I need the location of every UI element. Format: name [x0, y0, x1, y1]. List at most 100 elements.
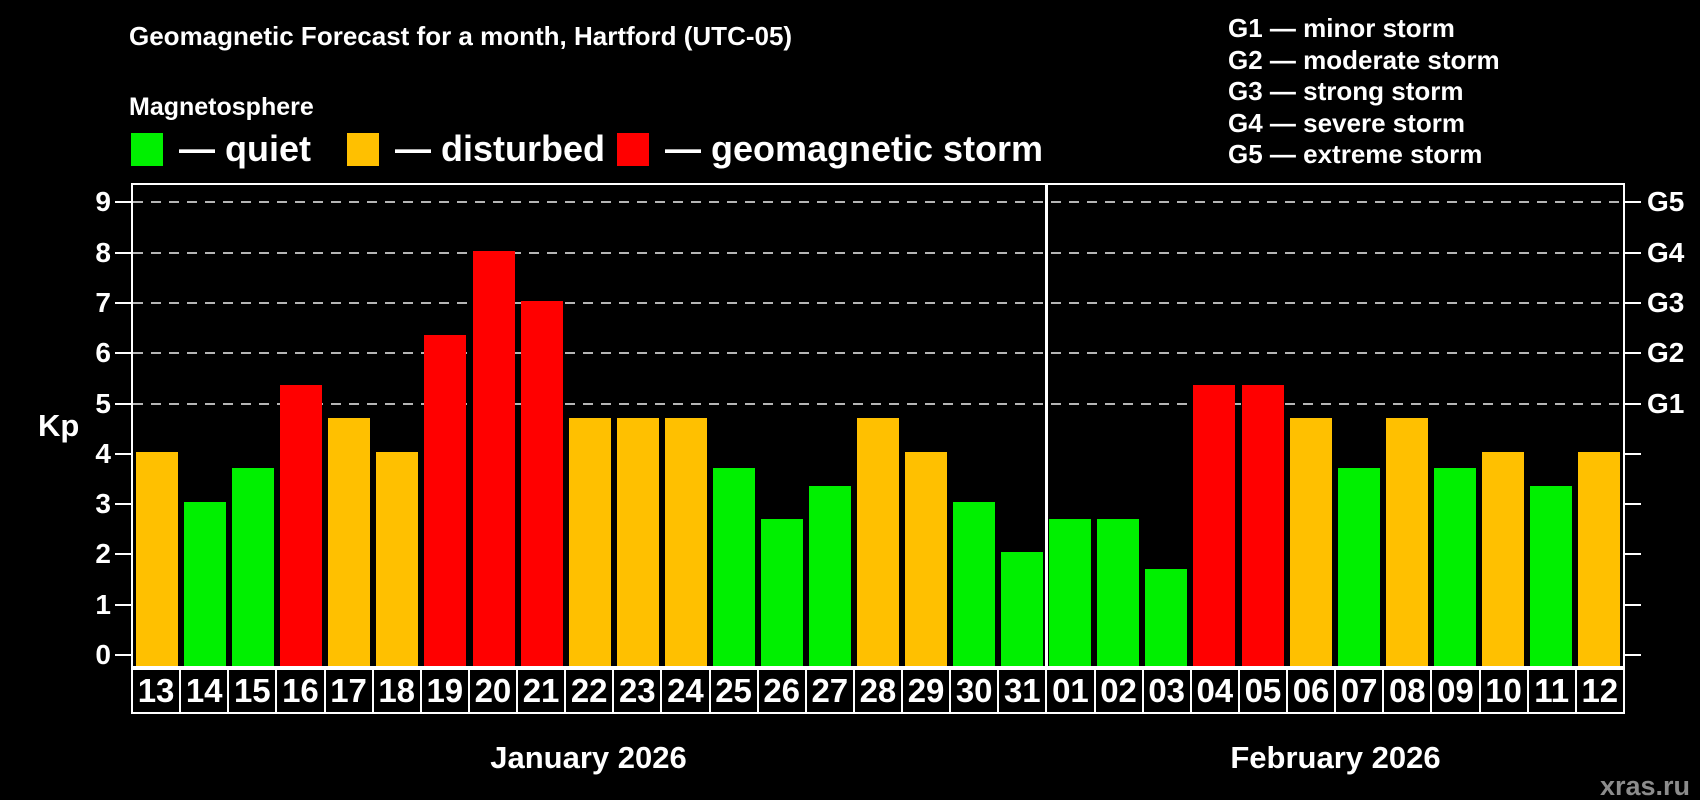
kp-axis-tick-left — [115, 603, 131, 606]
kp-bar-day-02 — [1097, 518, 1140, 666]
day-label-29: 29 — [901, 668, 952, 714]
kp-axis-tick-left — [115, 503, 131, 506]
kp-axis-tick-left — [115, 301, 131, 304]
kp-axis-tick-right — [1625, 352, 1641, 355]
kp-bar-day-22 — [568, 418, 611, 666]
day-label-02: 02 — [1093, 668, 1144, 714]
kp-gridline-8 — [133, 251, 1623, 254]
day-label-03: 03 — [1141, 668, 1192, 714]
day-label-13: 13 — [131, 668, 182, 714]
day-label-23: 23 — [612, 668, 663, 714]
quiet-color-swatch — [131, 132, 163, 166]
day-label-21: 21 — [516, 668, 567, 714]
kp-axis-tick-right — [1625, 452, 1641, 455]
g-axis-label-g5: G5 — [1647, 186, 1685, 218]
storm-color-swatch — [617, 132, 649, 166]
kp-bar-day-27 — [808, 485, 851, 666]
legend-label-storm: — geomagnetic storm — [665, 128, 1044, 169]
day-label-09: 09 — [1430, 668, 1481, 714]
kp-gridline-7 — [133, 301, 1623, 304]
kp-axis-tick-right — [1625, 201, 1641, 204]
day-label-18: 18 — [371, 668, 422, 714]
day-label-07: 07 — [1334, 668, 1385, 714]
kp-axis-tick-left — [115, 352, 131, 355]
kp-axis-tick-right — [1625, 654, 1641, 656]
day-label-08: 08 — [1382, 668, 1433, 714]
day-label-10: 10 — [1478, 668, 1529, 714]
g2-legend-line: G2 — moderate storm — [1228, 44, 1500, 75]
kp-gridline-9 — [133, 201, 1623, 204]
kp-axis-value-3: 3 — [95, 488, 111, 520]
kp-axis-tick-left — [115, 452, 131, 455]
kp-axis-tick-right — [1625, 603, 1641, 606]
kp-axis-value-9: 9 — [95, 186, 111, 218]
day-label-24: 24 — [660, 668, 711, 714]
month-separator — [1044, 185, 1048, 666]
kp-bar-day-21 — [520, 300, 563, 666]
kp-bar-day-29 — [905, 451, 947, 666]
kp-axis-value-8: 8 — [95, 236, 111, 268]
kp-bar-day-14 — [184, 502, 227, 666]
kp-bar-day-19 — [424, 334, 467, 666]
kp-axis-tick-left — [115, 553, 131, 556]
kp-bar-day-15 — [232, 468, 275, 666]
kp-axis-tick-right — [1625, 301, 1641, 304]
kp-bar-day-28 — [857, 418, 899, 666]
kp-bar-day-25 — [712, 468, 755, 666]
day-label-06: 06 — [1286, 668, 1337, 714]
day-label-01: 01 — [1045, 668, 1096, 714]
day-label-17: 17 — [323, 668, 374, 714]
kp-gridline-5 — [133, 402, 1623, 405]
legend-item-storm: — geomagnetic storm — [617, 128, 1044, 169]
day-label-26: 26 — [756, 668, 807, 714]
g5-legend-line: G5 — extreme storm — [1228, 139, 1483, 169]
kp-bar-day-23 — [616, 418, 659, 666]
kp-bar-day-03 — [1145, 569, 1188, 666]
day-label-14: 14 — [179, 668, 230, 714]
day-label-04: 04 — [1189, 668, 1240, 714]
page-title: Geomagnetic Forecast for a month, Hartfo… — [129, 21, 793, 51]
kp-axis-value-2: 2 — [95, 538, 111, 570]
kp-axis-tick-right — [1625, 553, 1641, 556]
g-axis-label-g2: G2 — [1647, 337, 1685, 369]
kp-bar-day-07 — [1337, 468, 1380, 666]
kp-bar-day-26 — [760, 518, 803, 666]
kp-axis-value-5: 5 — [95, 387, 111, 419]
kp-axis-value-7: 7 — [95, 286, 111, 318]
kp-axis-tick-right — [1625, 503, 1641, 506]
g-axis-label-g1: G1 — [1647, 387, 1685, 419]
g-axis-label-g3: G3 — [1647, 286, 1685, 318]
legend-item-quiet: — quiet — [131, 128, 311, 169]
day-label-28: 28 — [852, 668, 903, 714]
kp-bar-day-31 — [1001, 552, 1044, 666]
kp-bar-day-06 — [1289, 418, 1332, 666]
kp-bar-day-11 — [1529, 485, 1572, 666]
disturbed-color-swatch — [347, 132, 379, 166]
day-label-12: 12 — [1574, 668, 1625, 714]
plot-area — [131, 183, 1625, 668]
kp-axis-value-6: 6 — [95, 337, 111, 369]
kp-bar-day-05 — [1241, 384, 1284, 666]
kp-bar-day-18 — [376, 451, 419, 666]
day-axis-row: 13 14 15 16 17 18 19 20 21 22 23 24 25 26 27 28 29 30 31 01… — [131, 668, 1625, 714]
month-label-february: February 2026 — [1230, 740, 1441, 775]
kp-bar-day-17 — [328, 418, 371, 666]
legend-item-disturbed: — disturbed — [347, 131, 605, 167]
day-label-15: 15 — [227, 668, 278, 714]
kp-axis-value-1: 1 — [95, 588, 111, 620]
kp-axis-tick-left — [115, 402, 131, 405]
kp-axis-tick-left — [115, 654, 131, 656]
watermark: xras.ru — [1599, 771, 1690, 800]
kp-bar-day-09 — [1433, 468, 1476, 666]
day-label-05: 05 — [1237, 668, 1288, 714]
kp-bar-day-20 — [472, 250, 515, 666]
day-label-25: 25 — [708, 668, 759, 714]
g-scale-legend: G1 — minor storm G2 — moderate storm G3 … — [1228, 13, 1500, 171]
legend-label-quiet: — quiet — [179, 128, 311, 169]
kp-bar-day-01 — [1049, 518, 1092, 666]
kp-axis-tick-right — [1625, 402, 1641, 405]
kp-bar-day-13 — [136, 451, 178, 666]
kp-bar-day-04 — [1193, 384, 1236, 666]
g-axis-label-g4: G4 — [1647, 236, 1685, 268]
